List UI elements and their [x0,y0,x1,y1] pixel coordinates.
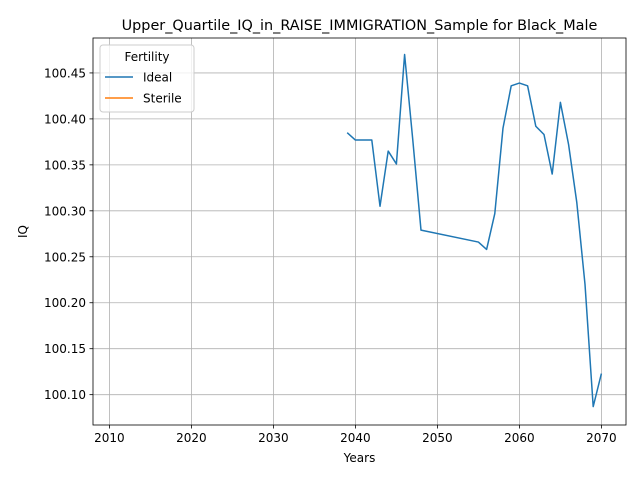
y-tick-label: 100.30 [44,204,86,218]
plot-frame [92,37,627,426]
legend-box [99,44,195,113]
series-line-ideal [346,53,603,408]
legend-label-sterile: Sterile [143,92,182,106]
y-tick-label: 100.45 [44,66,86,80]
axis-ticks: 2010 2020 2030 2040 2050 2060 2070 100.10 100.15… [44,66,617,445]
x-tick-label: 2020 [176,431,207,445]
x-tick-label: 2040 [340,431,371,445]
grid-lines [93,38,626,425]
legend-label-ideal: Ideal [143,71,172,85]
x-tick-label: 2050 [422,431,453,445]
y-tick-label: 100.35 [44,158,86,172]
x-tick-label: 2030 [258,431,289,445]
y-tick-label: 100.15 [44,342,86,356]
legend-title: Fertility [124,50,169,64]
y-tick-label: 100.20 [44,296,86,310]
y-tick-label: 100.10 [44,388,86,402]
legend: Fertility Ideal Sterile [99,44,195,113]
x-tick-label: 2070 [586,431,617,445]
y-tick-label: 100.25 [44,250,86,264]
x-tick-label: 2010 [94,431,125,445]
y-tick-label: 100.40 [44,112,86,126]
chart-title: Upper_Quartile_IQ_in_RAISE_IMMIGRATION_S… [122,18,598,34]
x-tick-label: 2060 [504,431,535,445]
x-axis-label: Years [343,451,376,465]
y-axis-label: IQ [16,225,30,238]
series-lines [346,53,603,408]
